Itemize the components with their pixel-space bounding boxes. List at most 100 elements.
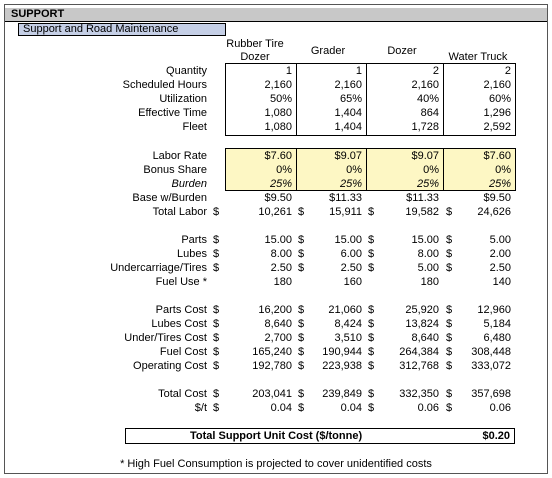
currency: $ <box>213 402 220 414</box>
row-label: Total Labor <box>152 206 207 218</box>
title: SUPPORT <box>5 8 547 22</box>
currency: $ <box>368 206 375 218</box>
currency: $ <box>446 332 453 344</box>
cell-value: 0% <box>276 164 292 176</box>
currency: $ <box>213 318 220 330</box>
cell-value: 140 <box>492 276 511 288</box>
total-label: Total Support Unit Cost ($/tonne) <box>190 430 363 442</box>
row-label: Scheduled Hours <box>122 79 207 91</box>
cell-value: 15.00 <box>264 234 292 246</box>
currency: $ <box>368 346 375 358</box>
total-box: Total Support Unit Cost ($/tonne) $0.20 <box>125 428 515 444</box>
currency: $ <box>213 234 220 246</box>
cell-value: 0.04 <box>270 402 292 414</box>
cell-value: 25% <box>488 178 511 190</box>
row-label: Utilization <box>159 93 207 105</box>
cell-value: 1 <box>355 65 362 77</box>
currency: $ <box>368 318 375 330</box>
currency: $ <box>368 262 375 274</box>
row-label: Labor Rate <box>152 150 207 162</box>
cell-value: 13,824 <box>405 318 439 330</box>
cell-value: $7.60 <box>483 150 511 162</box>
cell-value: 21,060 <box>328 304 362 316</box>
cell-value: 25% <box>416 178 439 190</box>
cell-value: $11.33 <box>406 192 439 204</box>
row-label: Parts Cost <box>155 304 207 316</box>
row-label: Effective Time <box>138 107 207 119</box>
footnote: * High Fuel Consumption is projected to … <box>120 458 432 470</box>
cell-value: 8.00 <box>270 248 292 260</box>
cell-value: 25% <box>339 178 362 190</box>
cell-value: 2.50 <box>340 262 362 274</box>
currency: $ <box>213 206 220 218</box>
cell-value: 192,780 <box>252 360 292 372</box>
column-header: Grader <box>310 45 346 57</box>
cell-value: 2.50 <box>270 262 292 274</box>
cell-value: $9.07 <box>334 150 362 162</box>
row-label: Fuel Cost <box>159 346 207 358</box>
currency: $ <box>446 304 453 316</box>
currency: $ <box>368 388 375 400</box>
cell-value: 0% <box>495 164 511 176</box>
cell-value: 8,424 <box>334 318 362 330</box>
cell-value: 1,404 <box>334 121 362 133</box>
cell-value: 165,240 <box>252 346 292 358</box>
cell-value: 5,184 <box>483 318 511 330</box>
cell-value: 333,072 <box>471 360 511 372</box>
currency: $ <box>446 346 453 358</box>
cell-value: 1,296 <box>483 107 511 119</box>
cell-value: 190,944 <box>322 346 362 358</box>
cell-value: 1,404 <box>334 107 362 119</box>
cell-value: 357,698 <box>471 388 511 400</box>
cell-value: 65% <box>339 93 362 105</box>
cell-value: 2 <box>504 65 511 77</box>
cell-value: 50% <box>269 93 292 105</box>
cell-value: 24,626 <box>477 206 511 218</box>
row-label: Bonus Share <box>143 164 207 176</box>
currency: $ <box>298 304 305 316</box>
currency: $ <box>213 388 220 400</box>
row-label: Lubes Cost <box>151 318 207 330</box>
cell-value: 2,160 <box>264 79 292 91</box>
currency: $ <box>368 332 375 344</box>
cell-value: 0% <box>346 164 362 176</box>
cell-value: 160 <box>343 276 362 288</box>
currency: $ <box>213 360 220 372</box>
currency: $ <box>298 388 305 400</box>
currency: $ <box>446 318 453 330</box>
cell-value: 308,448 <box>471 346 511 358</box>
cell-value: 2,160 <box>334 79 362 91</box>
currency: $ <box>368 402 375 414</box>
currency: $ <box>446 248 453 260</box>
section-box <box>443 63 516 136</box>
row-label: Operating Cost <box>133 360 207 372</box>
cell-value: 0.06 <box>489 402 511 414</box>
currency: $ <box>213 332 220 344</box>
row-label: Under/Tires Cost <box>124 332 207 344</box>
cell-value: 1,080 <box>264 107 292 119</box>
cell-value: 2,160 <box>483 79 511 91</box>
cell-value: 223,938 <box>322 360 362 372</box>
row-label: Fleet <box>182 121 207 133</box>
cell-value: 15.00 <box>411 234 439 246</box>
column-header: Water Truck <box>448 51 508 63</box>
highlight-box <box>443 148 516 191</box>
cell-value: 0.04 <box>340 402 362 414</box>
cell-value: 264,384 <box>399 346 439 358</box>
cell-value: 6,480 <box>483 332 511 344</box>
cell-value: 332,350 <box>399 388 439 400</box>
cell-value: 312,768 <box>399 360 439 372</box>
total-value: $0.20 <box>482 430 510 442</box>
currency: $ <box>298 360 305 372</box>
currency: $ <box>213 346 220 358</box>
currency: $ <box>298 332 305 344</box>
currency: $ <box>368 360 375 372</box>
cell-value: 2 <box>432 65 439 77</box>
cell-value: $9.50 <box>483 192 511 204</box>
cell-value: 25% <box>269 178 292 190</box>
cell-value: 180 <box>420 276 439 288</box>
cell-value: 3,510 <box>334 332 362 344</box>
column-header: Dozer <box>387 45 417 57</box>
cell-value: 5.00 <box>417 262 439 274</box>
row-label: $/t <box>194 402 207 414</box>
